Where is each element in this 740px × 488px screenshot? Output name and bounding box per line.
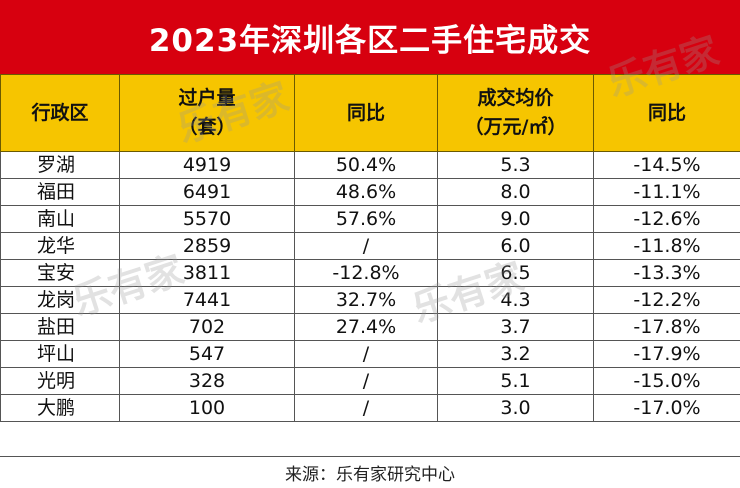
cell-district: 光明 [1, 368, 120, 395]
cell-yoy-transfers: 32.7% [295, 287, 438, 314]
cell-yoy-price: -11.1% [594, 179, 740, 206]
cell-avg-price: 3.0 [438, 395, 594, 422]
cell-yoy-transfers: 57.6% [295, 206, 438, 233]
cell-transfers: 4919 [120, 152, 295, 179]
cell-transfers: 2859 [120, 233, 295, 260]
header-yoy-price: 同比 [594, 75, 740, 152]
cell-avg-price: 9.0 [438, 206, 594, 233]
cell-district: 盐田 [1, 314, 120, 341]
cell-district: 罗湖 [1, 152, 120, 179]
cell-district: 南山 [1, 206, 120, 233]
cell-yoy-price: -15.0% [594, 368, 740, 395]
cell-avg-price: 8.0 [438, 179, 594, 206]
header-district: 行政区 [1, 75, 120, 152]
cell-yoy-transfers: / [295, 341, 438, 368]
cell-district: 大鹏 [1, 395, 120, 422]
cell-district: 坪山 [1, 341, 120, 368]
cell-yoy-price: -17.0% [594, 395, 740, 422]
cell-transfers: 702 [120, 314, 295, 341]
cell-avg-price: 6.0 [438, 233, 594, 260]
cell-yoy-transfers: 48.6% [295, 179, 438, 206]
cell-transfers: 7441 [120, 287, 295, 314]
source-note: 来源：乐有家研究中心 [0, 456, 740, 488]
cell-transfers: 6491 [120, 179, 295, 206]
cell-avg-price: 3.2 [438, 341, 594, 368]
cell-yoy-price: -14.5% [594, 152, 740, 179]
cell-yoy-transfers: -12.8% [295, 260, 438, 287]
cell-district: 龙华 [1, 233, 120, 260]
cell-district: 宝安 [1, 260, 120, 287]
cell-district: 福田 [1, 179, 120, 206]
cell-yoy-transfers: 27.4% [295, 314, 438, 341]
cell-avg-price: 4.3 [438, 287, 594, 314]
header-transfers: 过户量（套） [120, 75, 295, 152]
cell-transfers: 328 [120, 368, 295, 395]
cell-yoy-transfers: / [295, 395, 438, 422]
table-title: 2023年深圳各区二手住宅成交 [0, 0, 740, 74]
cell-transfers: 547 [120, 341, 295, 368]
cell-avg-price: 5.1 [438, 368, 594, 395]
cell-district: 龙岗 [1, 287, 120, 314]
cell-yoy-price: -11.8% [594, 233, 740, 260]
header-yoy-transfers: 同比 [295, 75, 438, 152]
cell-transfers: 5570 [120, 206, 295, 233]
cell-avg-price: 5.3 [438, 152, 594, 179]
cell-yoy-price: -17.9% [594, 341, 740, 368]
cell-yoy-price: -13.3% [594, 260, 740, 287]
cell-transfers: 3811 [120, 260, 295, 287]
cell-yoy-transfers: 50.4% [295, 152, 438, 179]
cell-yoy-price: -17.8% [594, 314, 740, 341]
cell-yoy-transfers: / [295, 233, 438, 260]
cell-yoy-transfers: / [295, 368, 438, 395]
header-row: 行政区 过户量（套） 同比 成交均价（万元/㎡） 同比 [1, 75, 740, 152]
cell-avg-price: 6.5 [438, 260, 594, 287]
cell-avg-price: 3.7 [438, 314, 594, 341]
cell-transfers: 100 [120, 395, 295, 422]
cell-yoy-price: -12.2% [594, 287, 740, 314]
cell-yoy-price: -12.6% [594, 206, 740, 233]
header-avg-price: 成交均价（万元/㎡） [438, 75, 594, 152]
